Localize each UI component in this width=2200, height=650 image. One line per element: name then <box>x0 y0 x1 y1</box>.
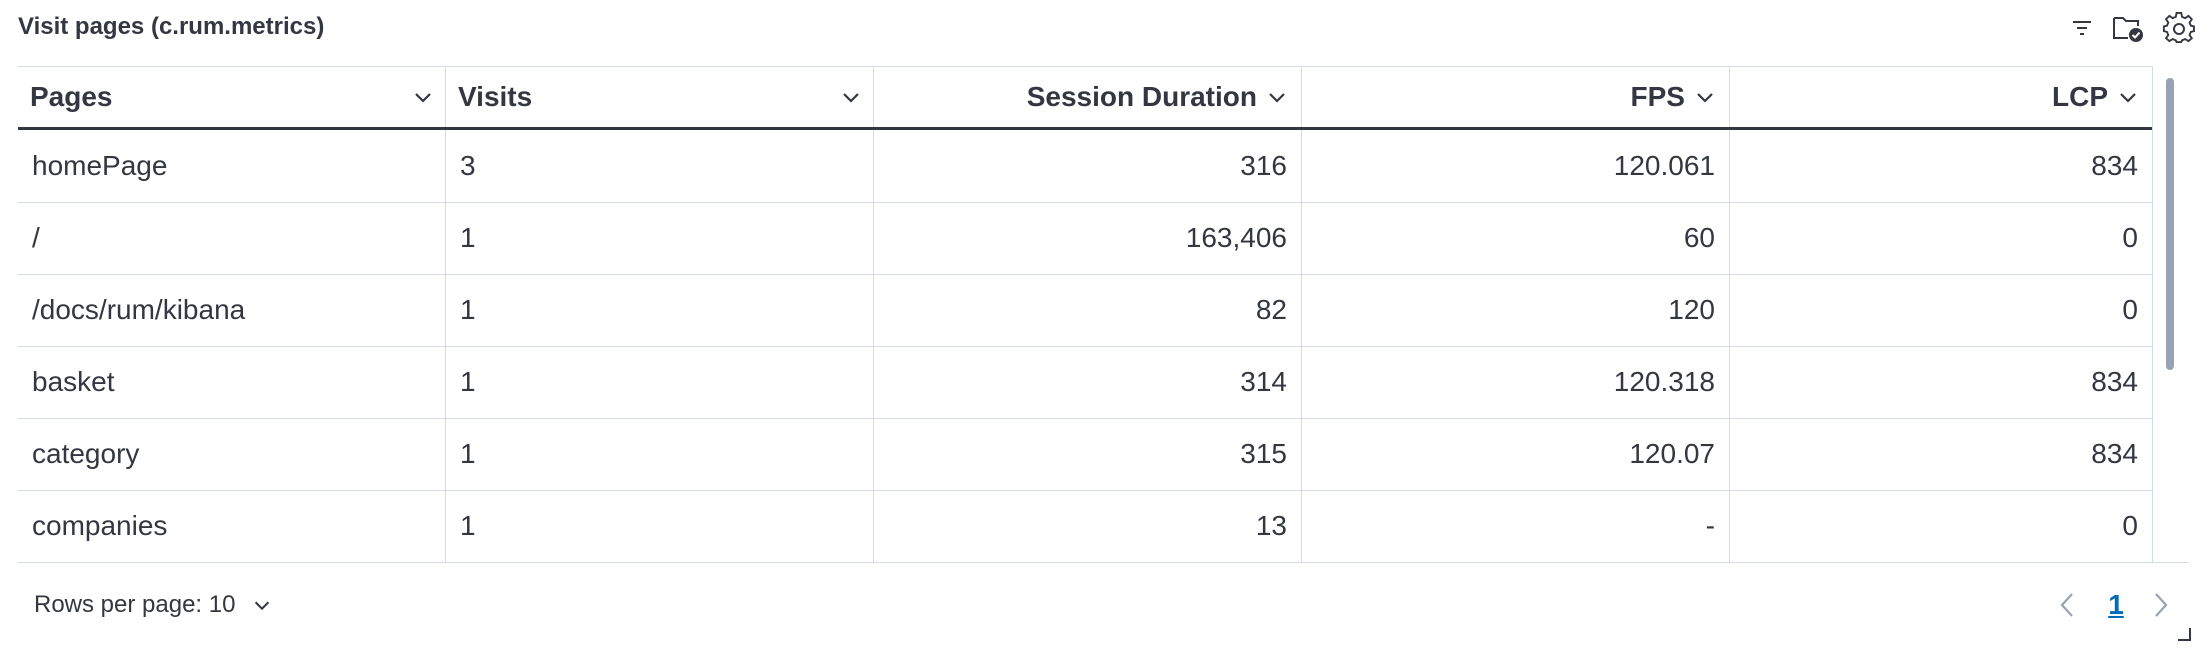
cell-lcp: 834 <box>2091 150 2138 181</box>
cell-visits: 1 <box>446 274 874 346</box>
page-button-current[interactable]: 1 <box>2108 589 2124 620</box>
cell-session-duration: 315 <box>874 418 1302 490</box>
folder-check-icon[interactable] <box>2108 8 2148 48</box>
cell-pages: homePage <box>18 130 446 202</box>
cell-session-duration: 13 <box>874 490 1302 562</box>
column-header-label: Session Duration <box>1026 81 1257 112</box>
chevron-down-icon <box>255 601 270 611</box>
column-header-visits[interactable]: Visits <box>446 67 874 127</box>
cell-session-duration: 316 <box>874 130 1302 202</box>
chevron-down-icon[interactable] <box>839 85 863 109</box>
cell-visits: 3 <box>446 130 874 202</box>
cell-fps: 120.07 <box>1302 418 1730 490</box>
cell-lcp: 834 <box>2091 438 2138 469</box>
column-header-label: LCP <box>2052 81 2108 112</box>
cell-fps: 120.318 <box>1302 346 1730 418</box>
cell-session-duration: 314 <box>874 346 1302 418</box>
table-row: / 1 163,406 60 0 <box>18 202 2152 275</box>
cell-lcp: 0 <box>2122 222 2138 253</box>
column-header-pages[interactable]: Pages <box>18 67 446 127</box>
column-header-label: FPS <box>1630 81 1685 112</box>
cell-pages: basket <box>18 346 446 418</box>
grid-header: Pages Visits Session Duration FPS LCP <box>18 67 2152 130</box>
cell-fps: - <box>1302 490 1730 562</box>
cell-visits: 1 <box>446 346 874 418</box>
rows-per-page-select[interactable]: Rows per page: 10 <box>34 587 273 623</box>
table-row: homePage 3 316 120.061 834 <box>18 130 2152 203</box>
table-row: companies 1 13 - 0 <box>18 490 2152 563</box>
cell-lcp: 0 <box>2122 294 2138 325</box>
cell-pages: / <box>18 202 446 274</box>
resize-handle-icon[interactable] <box>2176 626 2192 642</box>
next-page-button[interactable] <box>2146 585 2176 625</box>
gear-icon[interactable] <box>2158 8 2200 48</box>
cell-lcp: 0 <box>2122 510 2138 541</box>
footer-divider <box>18 562 2188 563</box>
table-row: /docs/rum/kibana 1 82 120 0 <box>18 274 2152 347</box>
filter-icon[interactable] <box>2062 8 2102 48</box>
chevron-right-icon <box>2155 593 2168 617</box>
cell-visits: 1 <box>446 202 874 274</box>
column-header-label: Pages <box>30 81 113 112</box>
chevron-left-icon <box>2060 593 2073 617</box>
table-row: category 1 315 120.07 834 <box>18 418 2152 491</box>
chevron-down-icon[interactable] <box>2116 85 2140 109</box>
cell-session-duration: 82 <box>874 274 1302 346</box>
cell-pages: category <box>18 418 446 490</box>
table-row: basket 1 314 120.318 834 <box>18 346 2152 419</box>
cell-session-duration: 163,406 <box>874 202 1302 274</box>
panel-header: Visit pages (c.rum.metrics) <box>0 0 2200 54</box>
cell-fps: 60 <box>1302 202 1730 274</box>
column-header-fps[interactable]: FPS <box>1302 67 1730 127</box>
data-grid: Pages Visits Session Duration FPS LCP ho… <box>18 66 2153 563</box>
chevron-down-icon[interactable] <box>411 85 435 109</box>
previous-page-button[interactable] <box>2052 585 2082 625</box>
cell-lcp: 834 <box>2091 366 2138 397</box>
cell-fps: 120 <box>1302 274 1730 346</box>
pagination-footer: Rows per page: 10 1 <box>0 563 2200 650</box>
vertical-scrollbar[interactable] <box>2166 78 2174 370</box>
column-header-lcp[interactable]: LCP <box>1730 67 2152 127</box>
cell-visits: 1 <box>446 418 874 490</box>
rows-per-page-label: Rows per page: 10 <box>34 591 236 618</box>
cell-visits: 1 <box>446 490 874 562</box>
cell-pages: /docs/rum/kibana <box>18 274 446 346</box>
chevron-down-icon[interactable] <box>1265 85 1289 109</box>
column-header-label: Visits <box>458 81 533 112</box>
cell-fps: 120.061 <box>1302 130 1730 202</box>
column-header-session-duration[interactable]: Session Duration <box>874 67 1302 127</box>
cell-pages: companies <box>18 490 446 562</box>
panel-title: Visit pages (c.rum.metrics) <box>18 13 325 40</box>
chevron-down-icon[interactable] <box>1693 85 1717 109</box>
